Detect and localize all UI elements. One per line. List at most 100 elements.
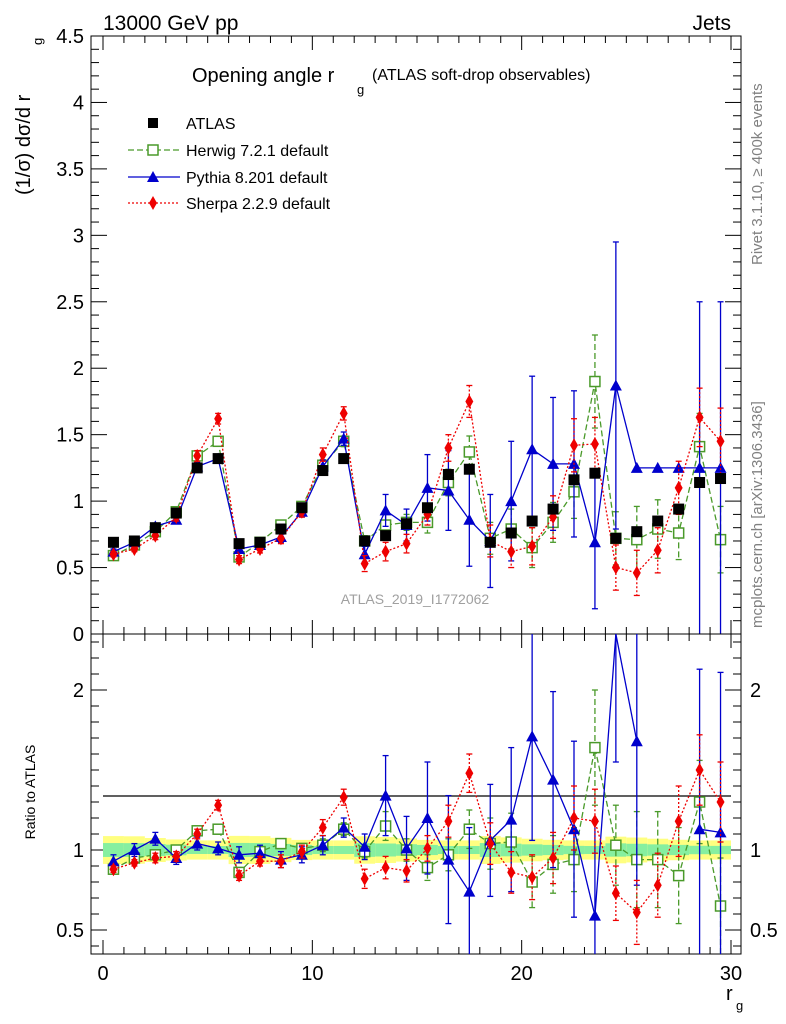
point-sherpa [235,552,244,567]
series-line-pythia [113,633,721,916]
point-atlas [631,526,643,538]
point-atlas [107,536,119,548]
point-sherpa [214,411,223,426]
point-sherpa [611,560,620,575]
point-pythia [505,813,518,825]
point-sherpa [590,436,599,451]
point-pythia [379,789,392,801]
point-pythia [337,821,350,833]
point-atlas [401,518,413,530]
upper-axes: 0 0.5 1 1.5 2 2.5 3 3.5 4 4.5 [56,26,741,646]
point-atlas [338,453,350,465]
point-sherpa [632,905,641,920]
point-pythia [568,823,580,835]
point-pythia [316,839,329,851]
point-sherpa [507,544,516,559]
point-pythia [421,812,434,823]
point-pythia [128,844,141,855]
point-atlas [296,502,308,514]
legend-marker-herwig [147,144,159,156]
point-atlas [652,515,664,527]
point-pythia [379,504,392,516]
point-sherpa [444,440,453,455]
legend: ATLAS Herwig 7.2.1 default Pythia 8.201 … [128,116,331,213]
point-pythia [149,832,162,844]
point-sherpa [465,766,474,781]
rivet-label: Rivet 3.1.10, ≥ 400k events [749,83,766,265]
point-atlas [421,502,433,514]
point-sherpa [590,814,599,829]
x-axis-title-sub: g [736,998,743,1013]
ratio-band-inner [521,844,543,856]
legend-label-herwig: Herwig 7.2.1 default [186,143,329,160]
point-sherpa [276,854,285,869]
point-herwig [212,435,224,448]
lower-frame [90,633,742,955]
upper-y-tick-label: 3 [73,225,84,247]
point-sherpa [297,844,306,859]
upper-y-axis-title: (1/σ) dσ/d r g [13,38,45,195]
point-pythia [630,461,643,473]
series-sherpa [109,384,725,597]
point-pythia [547,773,560,785]
point-sherpa [339,790,348,805]
point-sherpa [193,827,202,841]
point-pythia [651,461,664,473]
point-atlas [568,474,580,486]
point-sherpa [109,547,118,562]
point-sherpa [172,849,181,864]
point-sherpa [256,854,264,869]
legend-label-sherpa: Sherpa 2.2.9 default [186,196,331,213]
point-herwig [275,837,287,850]
point-atlas [380,530,392,542]
point-pythia [358,840,371,852]
plot-title-sub: g [357,82,364,97]
x-tick-label: 0 [97,963,108,985]
series-sherpa [109,734,725,946]
point-atlas [463,463,475,475]
lower-y-tick-label-right: 0.5 [750,920,778,942]
point-sherpa [611,886,620,901]
point-pythia [400,842,413,854]
lower-panel: 0.5 0.51 12 20 10 20 30 Ratio to ATLAS r g [22,633,778,1013]
point-atlas [526,515,538,527]
point-sherpa [381,860,390,875]
upper-y-tick-label: 4 [73,92,84,114]
point-sherpa [360,871,369,886]
point-sherpa [318,820,327,835]
point-sherpa [465,394,474,409]
point-atlas [610,532,622,544]
point-sherpa [549,851,558,865]
point-sherpa [151,851,160,865]
point-pythia [254,847,266,859]
mcplots-label: mcplots.cern.ch [arXiv:1306.3436] [749,401,766,628]
point-sherpa [695,763,704,777]
series-line-herwig [113,747,722,907]
lower-y-tick-label: 0.5 [56,920,84,942]
x-tick-label: 20 [511,963,533,985]
point-atlas [547,503,559,515]
point-pythia [693,461,706,473]
point-pythia [505,495,518,507]
point-herwig [212,823,224,835]
upper-y-tick-label: 3.5 [56,159,84,181]
point-atlas [442,469,454,481]
point-atlas [317,465,329,477]
point-atlas [128,535,140,547]
point-atlas [149,522,161,534]
point-herwig [610,839,622,851]
point-atlas [484,536,496,548]
plot-title-main: Opening angle r [192,65,335,87]
upper-ylabel-main: (1/σ) dσ/d r [13,94,35,195]
point-atlas [275,523,287,535]
point-pythia [672,461,685,473]
point-atlas [254,536,266,548]
point-pythia [630,735,643,747]
upper-y-tick-label: 2 [73,358,84,380]
legend-item-herwig: Herwig 7.2.1 default [128,143,329,160]
point-pythia [526,730,539,742]
point-herwig [463,446,476,458]
point-sherpa [674,814,683,829]
point-sherpa [716,795,725,809]
